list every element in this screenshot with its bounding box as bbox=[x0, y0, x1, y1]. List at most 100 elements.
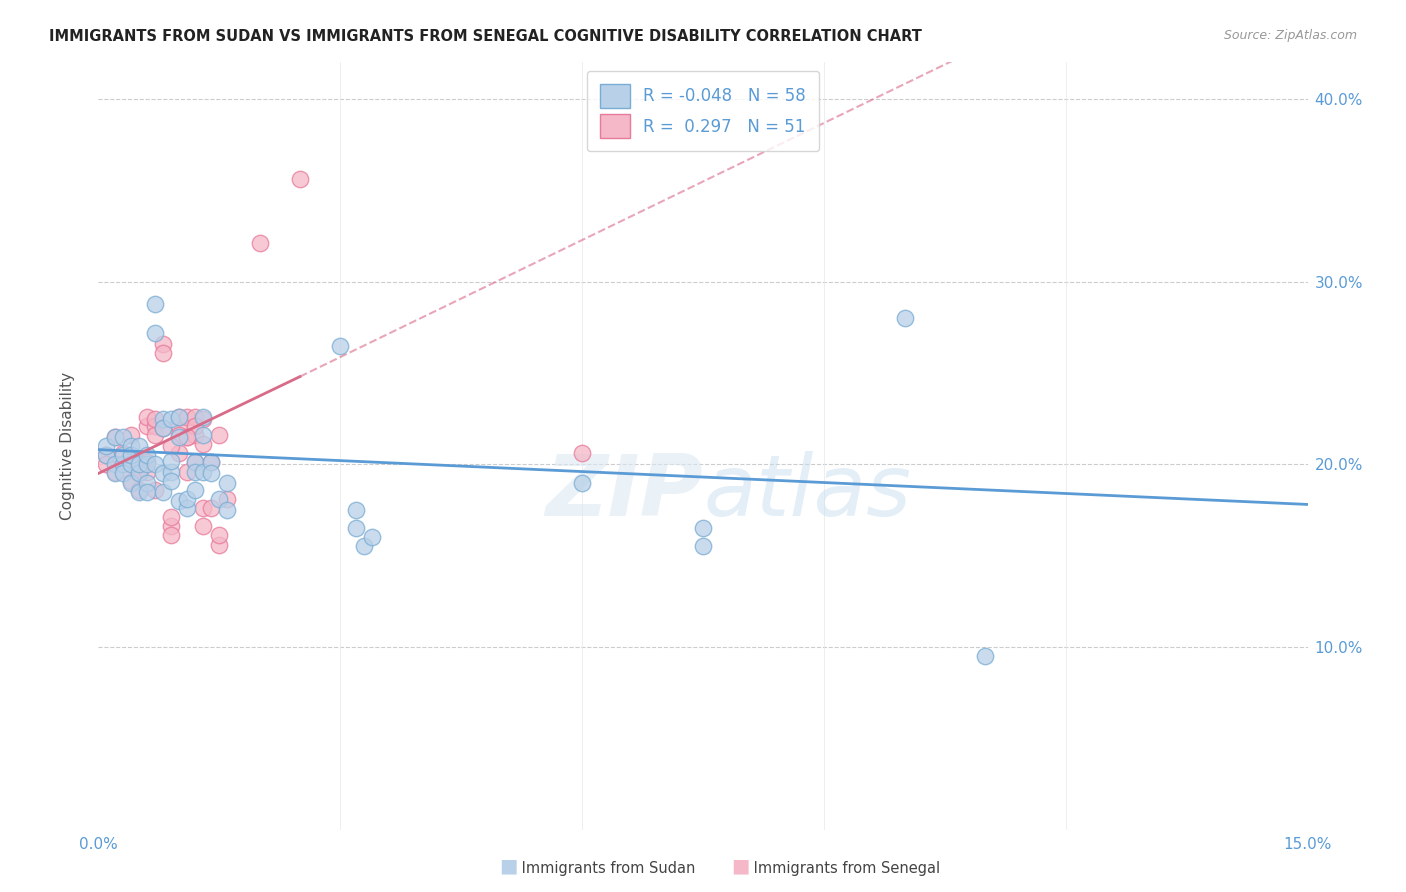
Point bbox=[176, 491, 198, 506]
Point bbox=[160, 528, 183, 542]
Point bbox=[160, 465, 183, 479]
Point bbox=[167, 409, 190, 424]
Point bbox=[193, 465, 215, 479]
Point bbox=[184, 455, 207, 469]
Point bbox=[184, 483, 207, 497]
Point bbox=[160, 474, 183, 488]
Point bbox=[111, 446, 134, 460]
Point bbox=[103, 457, 125, 471]
Point bbox=[120, 474, 142, 488]
Point bbox=[344, 521, 367, 535]
Point bbox=[200, 467, 222, 481]
Point bbox=[135, 448, 157, 462]
Point bbox=[120, 439, 142, 453]
Point bbox=[692, 540, 714, 554]
Point bbox=[160, 519, 183, 533]
Point bbox=[217, 503, 239, 517]
Point bbox=[103, 465, 125, 479]
Point bbox=[176, 501, 198, 516]
Point bbox=[571, 446, 593, 460]
Text: IMMIGRANTS FROM SUDAN VS IMMIGRANTS FROM SENEGAL COGNITIVE DISABILITY CORRELATIO: IMMIGRANTS FROM SUDAN VS IMMIGRANTS FROM… bbox=[49, 29, 922, 45]
Legend: R = -0.048   N = 58, R =  0.297   N = 51: R = -0.048 N = 58, R = 0.297 N = 51 bbox=[586, 70, 820, 152]
Point bbox=[143, 326, 166, 340]
Y-axis label: Cognitive Disability: Cognitive Disability bbox=[60, 372, 75, 520]
Point bbox=[217, 491, 239, 506]
Point bbox=[135, 418, 157, 433]
Point bbox=[217, 475, 239, 490]
Point bbox=[128, 484, 150, 499]
Point bbox=[176, 430, 198, 444]
Point bbox=[184, 428, 207, 442]
Point bbox=[167, 428, 190, 442]
Point bbox=[167, 418, 190, 433]
Point bbox=[329, 338, 352, 352]
Point bbox=[176, 465, 198, 479]
Point bbox=[167, 409, 190, 424]
Point bbox=[249, 236, 271, 251]
Point bbox=[143, 418, 166, 433]
Point bbox=[208, 428, 231, 442]
Point bbox=[200, 455, 222, 469]
Point bbox=[167, 446, 190, 460]
Point bbox=[111, 430, 134, 444]
Point bbox=[111, 457, 134, 471]
Point bbox=[692, 521, 714, 535]
Point bbox=[128, 483, 150, 497]
Text: ■: ■ bbox=[731, 857, 749, 876]
Point bbox=[135, 475, 157, 490]
Point bbox=[152, 346, 174, 360]
Point bbox=[143, 457, 166, 471]
Point bbox=[120, 475, 142, 490]
Point bbox=[193, 428, 215, 442]
Point bbox=[111, 467, 134, 481]
Point bbox=[176, 430, 198, 444]
Text: Immigrants from Senegal: Immigrants from Senegal bbox=[749, 861, 941, 876]
Point bbox=[160, 411, 183, 425]
Point bbox=[184, 409, 207, 424]
Point bbox=[152, 467, 174, 481]
Point bbox=[135, 455, 157, 469]
Point bbox=[103, 430, 125, 444]
Point bbox=[120, 457, 142, 471]
Point bbox=[353, 540, 375, 554]
Point bbox=[361, 530, 384, 544]
Point bbox=[193, 437, 215, 451]
Point bbox=[143, 483, 166, 497]
Point bbox=[200, 501, 222, 516]
Point bbox=[135, 457, 157, 471]
Point bbox=[193, 409, 215, 424]
Point bbox=[288, 172, 311, 186]
Point bbox=[143, 411, 166, 425]
Point bbox=[167, 493, 190, 508]
Point bbox=[184, 455, 207, 469]
Point bbox=[344, 503, 367, 517]
Point bbox=[128, 457, 150, 471]
Point bbox=[103, 467, 125, 481]
Point bbox=[120, 448, 142, 462]
Point bbox=[160, 510, 183, 524]
Point bbox=[152, 336, 174, 351]
Point bbox=[167, 430, 190, 444]
Point bbox=[135, 409, 157, 424]
Point bbox=[571, 475, 593, 490]
Point bbox=[128, 467, 150, 481]
Point bbox=[152, 411, 174, 425]
Point bbox=[96, 448, 118, 462]
Point bbox=[111, 448, 134, 462]
Point bbox=[974, 648, 997, 663]
Point bbox=[893, 311, 915, 326]
Point bbox=[193, 501, 215, 516]
Point bbox=[111, 457, 134, 471]
Point bbox=[103, 430, 125, 444]
Point bbox=[128, 465, 150, 479]
Point bbox=[96, 439, 118, 453]
Point bbox=[128, 455, 150, 469]
Text: atlas: atlas bbox=[703, 450, 911, 533]
Point bbox=[208, 491, 231, 506]
Point bbox=[160, 453, 183, 467]
Text: Immigrants from Sudan: Immigrants from Sudan bbox=[517, 861, 696, 876]
Point bbox=[193, 519, 215, 533]
Point bbox=[135, 484, 157, 499]
Point bbox=[96, 457, 118, 471]
Point bbox=[200, 455, 222, 469]
